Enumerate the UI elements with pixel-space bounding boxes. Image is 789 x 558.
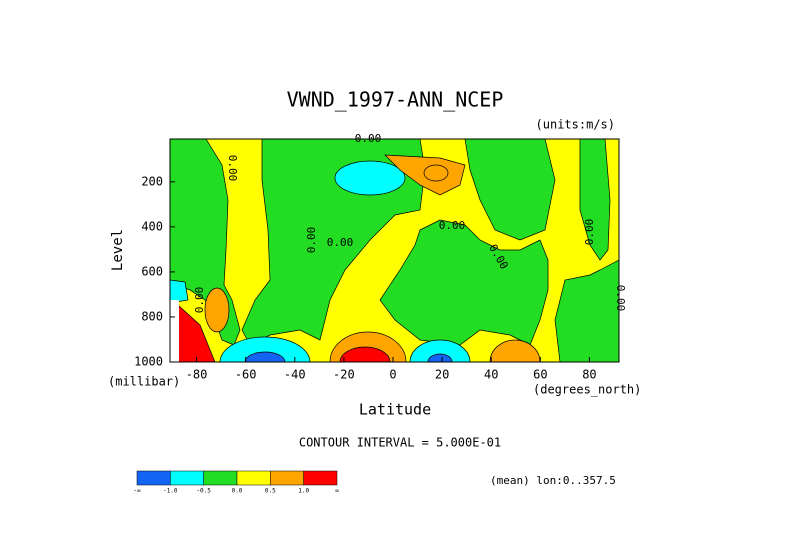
colorbar-label: -1.0 xyxy=(163,488,178,495)
colorbar-swatch xyxy=(236,470,271,486)
chart-title: VWND_1997-ANN_NCEP xyxy=(287,88,504,112)
colorbar-swatch xyxy=(203,470,238,486)
fill-region xyxy=(170,279,189,303)
x-tick-label: 20 xyxy=(435,368,449,382)
colorbar-swatch xyxy=(136,470,171,486)
fill-region xyxy=(244,351,286,362)
x-axis-label: Latitude xyxy=(359,401,431,419)
fill-region xyxy=(334,160,406,196)
x-tick-label: 0 xyxy=(389,368,396,382)
x-axis-unit: (degrees_north) xyxy=(533,383,641,397)
contour-label: 0.00 xyxy=(305,227,318,254)
contour-label: 0.00 xyxy=(193,287,206,314)
missing-data xyxy=(170,300,179,362)
fill-region xyxy=(489,339,541,362)
colorbar-label: -∞ xyxy=(133,488,141,495)
contour-label: 0.00 xyxy=(439,219,466,232)
colorbar-label: 0.0 xyxy=(232,488,243,495)
fill-region xyxy=(339,346,391,362)
colorbar-swatch xyxy=(270,470,304,486)
y-tick-label: 200 xyxy=(141,174,163,188)
x-tick-label: 80 xyxy=(582,368,596,382)
fill-region xyxy=(464,139,556,241)
y-tick-label: 1000 xyxy=(134,355,163,369)
fill-region xyxy=(409,339,471,362)
x-tick-label: 40 xyxy=(484,368,498,382)
contour-field xyxy=(170,139,619,362)
fill-region xyxy=(204,287,230,333)
plot-frame xyxy=(169,138,620,363)
contour-label: 0.00 xyxy=(583,219,596,246)
y-tick-label: 600 xyxy=(141,264,163,278)
x-tick-label: -80 xyxy=(186,368,208,382)
contour-label: 0.00 xyxy=(355,132,382,145)
fill-region xyxy=(423,164,449,182)
x-tick-label: 60 xyxy=(533,368,547,382)
colorbar-label: -0.5 xyxy=(196,488,211,495)
footnote: (mean) lon:0..357.5 xyxy=(490,474,616,487)
x-tick-label: -40 xyxy=(284,368,306,382)
colorbar-label: ∞ xyxy=(335,488,339,495)
y-axis-label: Level xyxy=(110,229,126,271)
colorbar-swatch xyxy=(170,470,204,486)
fill-region xyxy=(379,219,549,346)
x-tick-label: -20 xyxy=(333,368,355,382)
contour-label: 0.00 xyxy=(614,285,627,312)
contour-label: 0.00 xyxy=(327,236,354,249)
y-axis-unit: (millibar) xyxy=(108,375,180,389)
fill-region xyxy=(579,139,611,261)
chart-subtitle: (units:m/s) xyxy=(536,118,615,132)
y-tick-label: 400 xyxy=(141,219,163,233)
fill-region xyxy=(427,353,453,362)
x-tick-label: -60 xyxy=(235,368,257,382)
colorbar-label: 0.5 xyxy=(265,488,276,495)
colorbar-label: 1.0 xyxy=(298,488,309,495)
fill-region xyxy=(554,259,619,362)
y-tick-label: 800 xyxy=(141,309,163,323)
contour-interval: CONTOUR INTERVAL = 5.000E-01 xyxy=(299,436,501,450)
fill-region xyxy=(219,336,311,362)
contour-label: 0.00 xyxy=(226,155,239,182)
colorbar-swatch xyxy=(303,470,338,486)
